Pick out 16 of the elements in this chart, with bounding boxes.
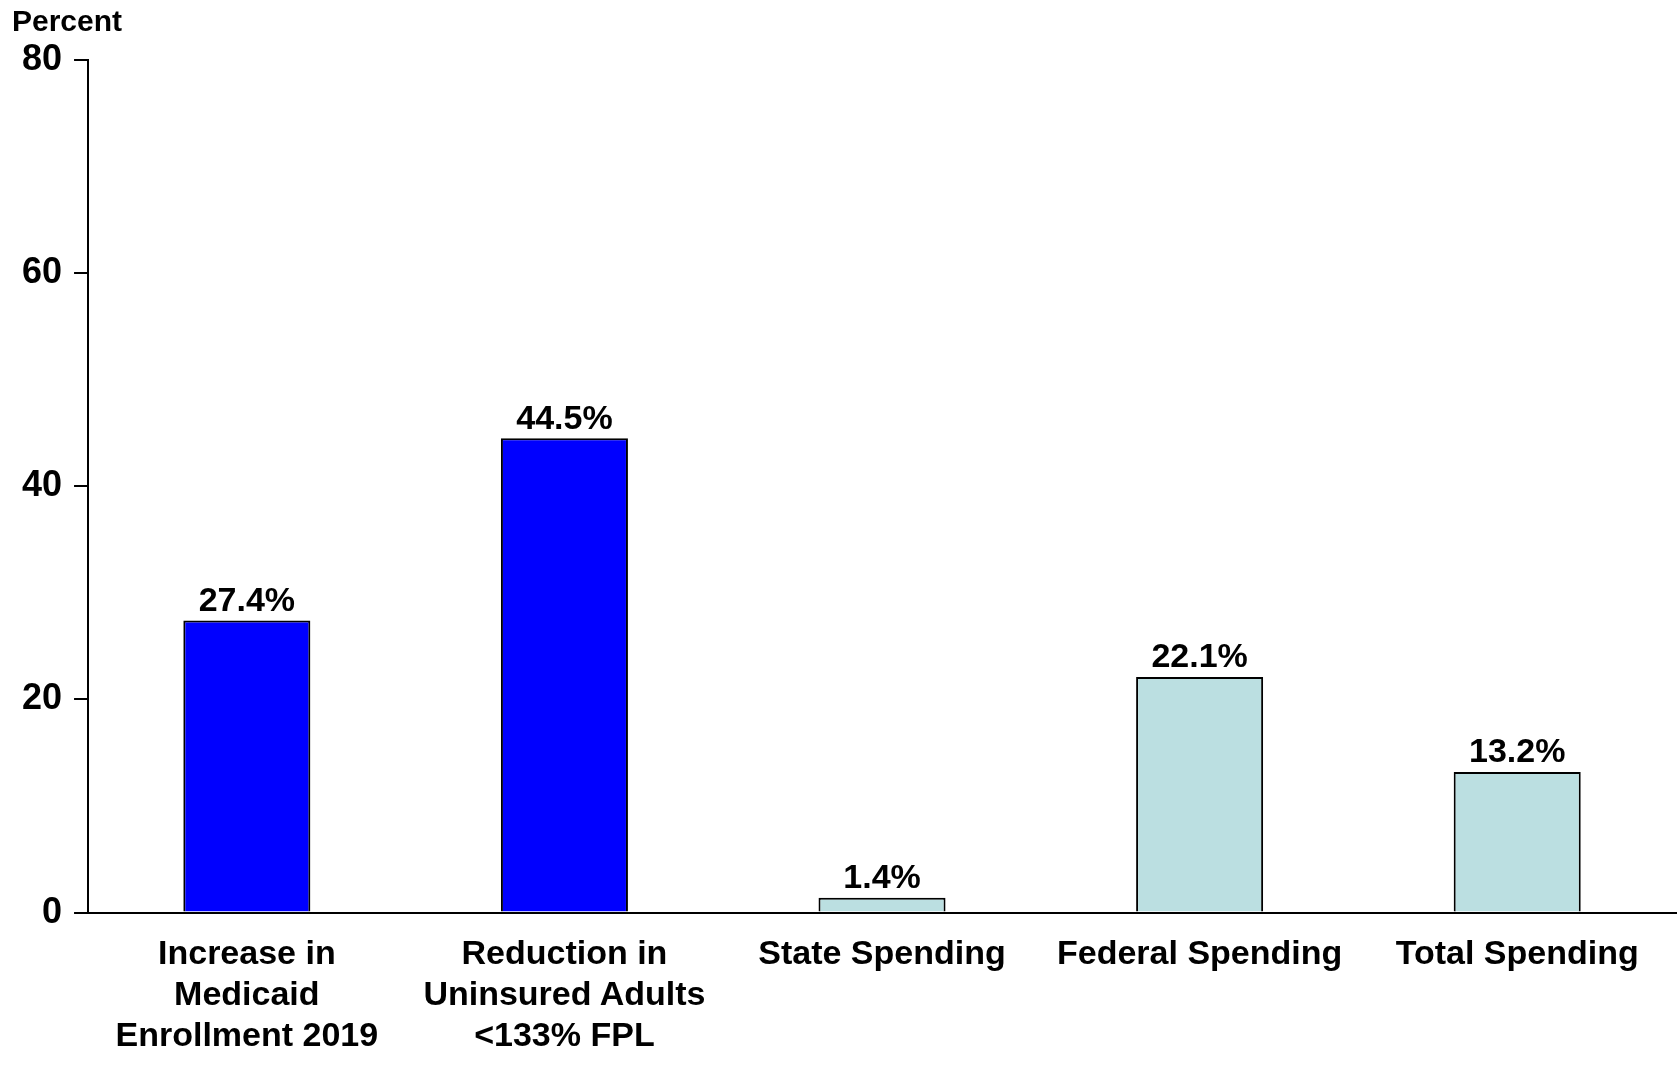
y-axis-title: Percent [12,4,123,38]
y-tick-label: 80 [22,36,63,78]
x-tick-label: Reduction in Uninsured Adults <133% FPL [423,933,706,1053]
y-tick-label: 40 [22,463,63,505]
data-label: 44.5% [516,397,613,436]
x-tick-label: Increase in Medicaid Enrollment 2019 [115,933,379,1053]
data-label: 1.4% [843,857,921,896]
x-tick-label: Federal Spending [1056,933,1343,972]
y-tick-label: 60 [22,250,63,292]
x-tick-label: Total Spending [1395,933,1639,972]
x-tick-label: State Spending [758,933,1006,972]
y-tick-label: 0 [42,889,63,931]
data-label: 27.4% [198,579,296,618]
data-label: 22.1% [1151,636,1248,675]
data-label: 13.2% [1469,731,1566,770]
y-tick-label: 20 [22,676,63,718]
